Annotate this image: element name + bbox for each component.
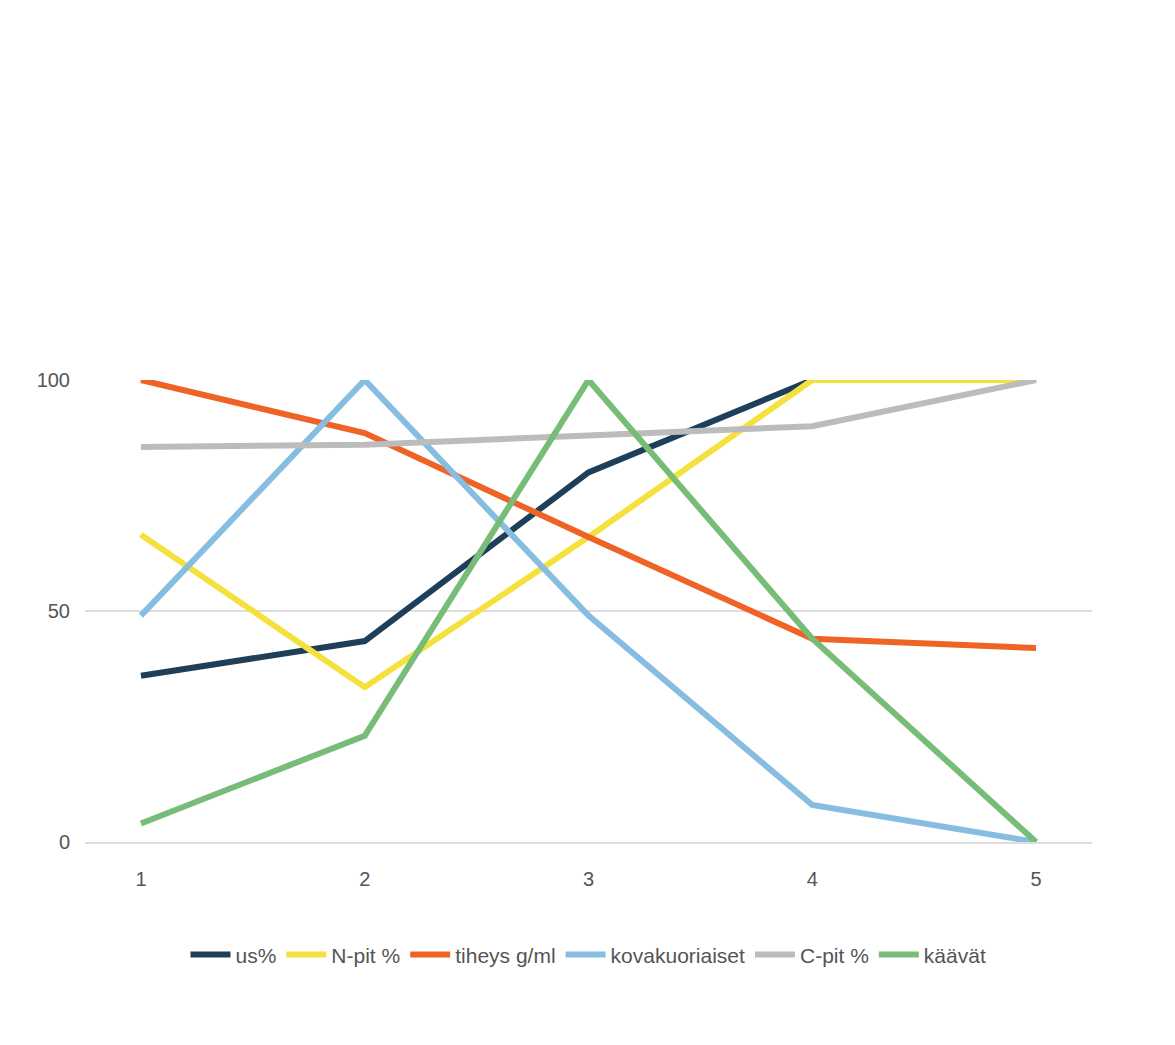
svg-text:4: 4	[807, 868, 818, 890]
svg-text:C-pit %: C-pit %	[800, 944, 869, 967]
svg-text:N-pit %: N-pit %	[331, 944, 400, 967]
svg-text:50: 50	[48, 600, 70, 622]
svg-text:1: 1	[135, 868, 146, 890]
svg-text:5: 5	[1030, 868, 1041, 890]
svg-text:0: 0	[59, 831, 70, 853]
svg-text:3: 3	[583, 868, 594, 890]
svg-text:kovakuoriaiset: kovakuoriaiset	[611, 944, 745, 967]
svg-text:2: 2	[359, 868, 370, 890]
svg-text:käävät: käävät	[924, 944, 986, 967]
svg-text:100: 100	[37, 369, 70, 391]
svg-text:tiheys g/ml: tiheys g/ml	[455, 944, 555, 967]
svg-text:us%: us%	[236, 944, 277, 967]
